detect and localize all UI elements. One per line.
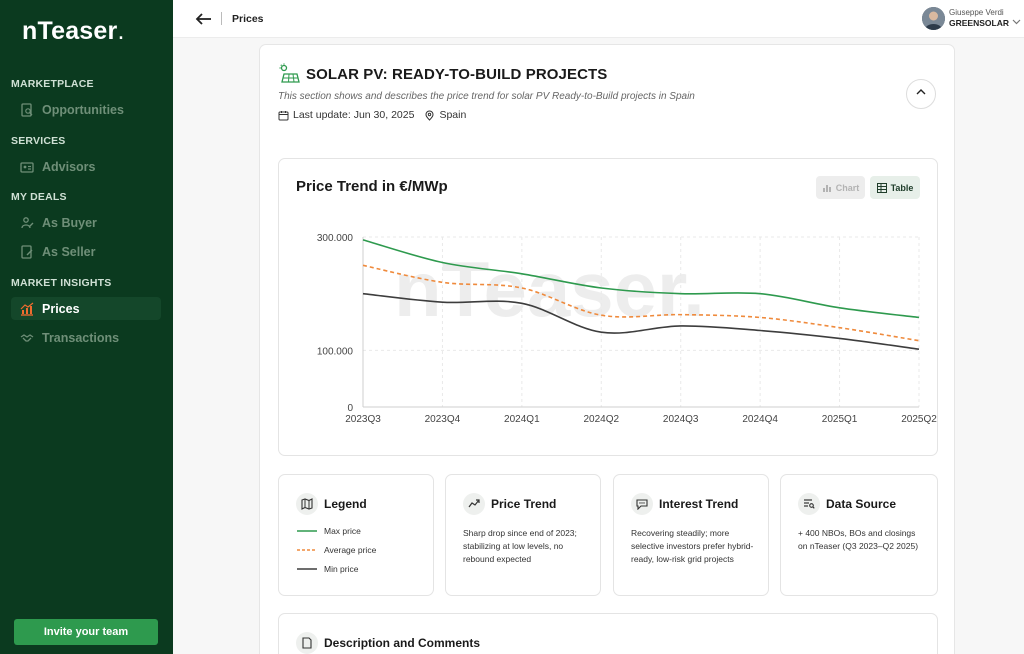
- calendar-icon: [278, 110, 289, 121]
- legend-card: Legend Max price Average price Min price: [278, 474, 434, 596]
- x-tick-label: 2023Q4: [425, 414, 461, 425]
- section-title-marketplace: MARKETPLACE: [11, 78, 94, 90]
- sidebar-item-label: As Buyer: [42, 215, 97, 230]
- data-source-title: Data Source: [826, 497, 897, 511]
- sidebar: nTeaser. MARKETPLACE Opportunities SERVI…: [0, 0, 173, 654]
- sidebar-item-label: As Seller: [42, 244, 96, 259]
- sidebar-item-advisors[interactable]: Advisors: [11, 155, 161, 178]
- table-icon: [876, 182, 887, 193]
- x-tick-label: 2025Q2: [901, 414, 937, 425]
- invite-team-button[interactable]: Invite your team: [14, 619, 158, 645]
- series-line-average-price: [362, 264, 920, 342]
- buyer-icon: [20, 216, 34, 230]
- meta-row: Last update: Jun 30, 2025 Spain: [278, 109, 466, 121]
- legend-item-min: Min price: [297, 564, 359, 574]
- chevron-down-icon: [1012, 13, 1021, 25]
- sidebar-item-as-seller[interactable]: As Seller: [11, 240, 161, 263]
- breadcrumb-divider: [221, 12, 222, 25]
- description-card[interactable]: Description and Comments: [278, 613, 938, 654]
- legend-title: Legend: [324, 497, 367, 511]
- user-menu[interactable]: Giuseppe Verdi GREENSOLAR: [922, 3, 1024, 33]
- sidebar-item-prices[interactable]: Prices: [11, 297, 161, 320]
- data-source-text: + 400 NBOs, BOs and closings on nTeaser …: [798, 528, 919, 551]
- handshake-icon: [20, 331, 34, 345]
- x-tick-label: 2023Q3: [345, 414, 381, 425]
- description-title: Description and Comments: [324, 636, 481, 650]
- id-card-icon: [20, 160, 34, 174]
- breadcrumb: Prices: [232, 13, 264, 25]
- data-source-card: Data Source + 400 NBOs, BOs and closings…: [780, 474, 938, 596]
- chart-icon: [20, 302, 34, 316]
- y-tick-label: 0: [347, 403, 353, 414]
- series-line-max-price: [362, 239, 920, 319]
- document-icon: [296, 632, 318, 654]
- x-tick-label: 2024Q1: [504, 414, 540, 425]
- price-trend-text: Sharp drop since end of 2023; stabilizin…: [463, 528, 577, 564]
- section-title-market-insights: MARKET INSIGHTS: [11, 277, 112, 289]
- x-tick-label: 2025Q1: [822, 414, 858, 425]
- section-subtitle: This section shows and describes the pri…: [278, 91, 695, 102]
- main-card: SOLAR PV: READY-TO-BUILD PROJECTS This s…: [259, 44, 955, 654]
- location: Spain: [439, 109, 467, 121]
- chart-watermark: nTeaser.: [394, 245, 705, 333]
- sidebar-item-label: Advisors: [42, 159, 96, 174]
- top-bar: Prices Giuseppe Verdi GREENSOLAR: [173, 0, 1024, 38]
- page-title: SOLAR PV: READY-TO-BUILD PROJECTS: [306, 65, 608, 83]
- chart-view-toggle[interactable]: Chart: [816, 176, 865, 199]
- back-arrow-icon[interactable]: [195, 10, 213, 28]
- interest-trend-card: Interest Trend Recovering steadily; more…: [613, 474, 769, 596]
- search-doc-icon: [20, 102, 34, 117]
- location-pin-icon: [424, 110, 435, 121]
- chat-icon: [631, 493, 653, 515]
- sidebar-item-transactions[interactable]: Transactions: [11, 326, 161, 349]
- interest-trend-title: Interest Trend: [659, 497, 739, 511]
- seller-icon: [20, 244, 34, 259]
- chart-card: Price Trend in €/MWp Chart Table nTeaser…: [278, 158, 938, 456]
- trend-icon: [463, 493, 485, 515]
- table-view-toggle[interactable]: Table: [870, 176, 920, 199]
- legend-item-max: Max price: [297, 526, 361, 536]
- avatar: [922, 6, 945, 30]
- data-search-icon: [798, 493, 820, 515]
- map-icon: [296, 493, 318, 515]
- sidebar-item-label: Prices: [42, 301, 80, 316]
- y-tick-label: 100.000: [317, 346, 354, 357]
- series-line-min-price: [362, 292, 920, 350]
- sidebar-item-label: Opportunities: [42, 102, 124, 117]
- user-company: GREENSOLAR: [949, 17, 1009, 28]
- y-tick-label: 300.000: [317, 233, 354, 244]
- interest-trend-text: Recovering steadily; more selective inve…: [631, 528, 754, 564]
- sidebar-item-as-buyer[interactable]: As Buyer: [11, 211, 161, 234]
- logo[interactable]: nTeaser.: [22, 17, 125, 45]
- user-name: Giuseppe Verdi: [949, 7, 1004, 17]
- section-title-my-deals: MY DEALS: [11, 191, 67, 203]
- sidebar-item-opportunities[interactable]: Opportunities: [11, 98, 161, 121]
- bar-chart-icon: [822, 183, 832, 193]
- collapse-button[interactable]: [906, 79, 936, 109]
- sidebar-item-label: Transactions: [42, 330, 120, 345]
- price-trend-title: Price Trend: [491, 497, 557, 511]
- chart-title: Price Trend in €/MWp: [296, 178, 448, 195]
- chevron-up-icon: [915, 85, 927, 103]
- price-trend-card: Price Trend Sharp drop since end of 2023…: [445, 474, 601, 596]
- section-title-services: SERVICES: [11, 135, 66, 147]
- x-tick-label: 2024Q2: [583, 414, 619, 425]
- x-tick-label: 2024Q3: [663, 414, 699, 425]
- x-tick-label: 2024Q4: [742, 414, 778, 425]
- solar-panel-icon: [278, 63, 300, 85]
- legend-item-average: Average price: [297, 545, 377, 555]
- last-update: Last update: Jun 30, 2025: [293, 109, 415, 121]
